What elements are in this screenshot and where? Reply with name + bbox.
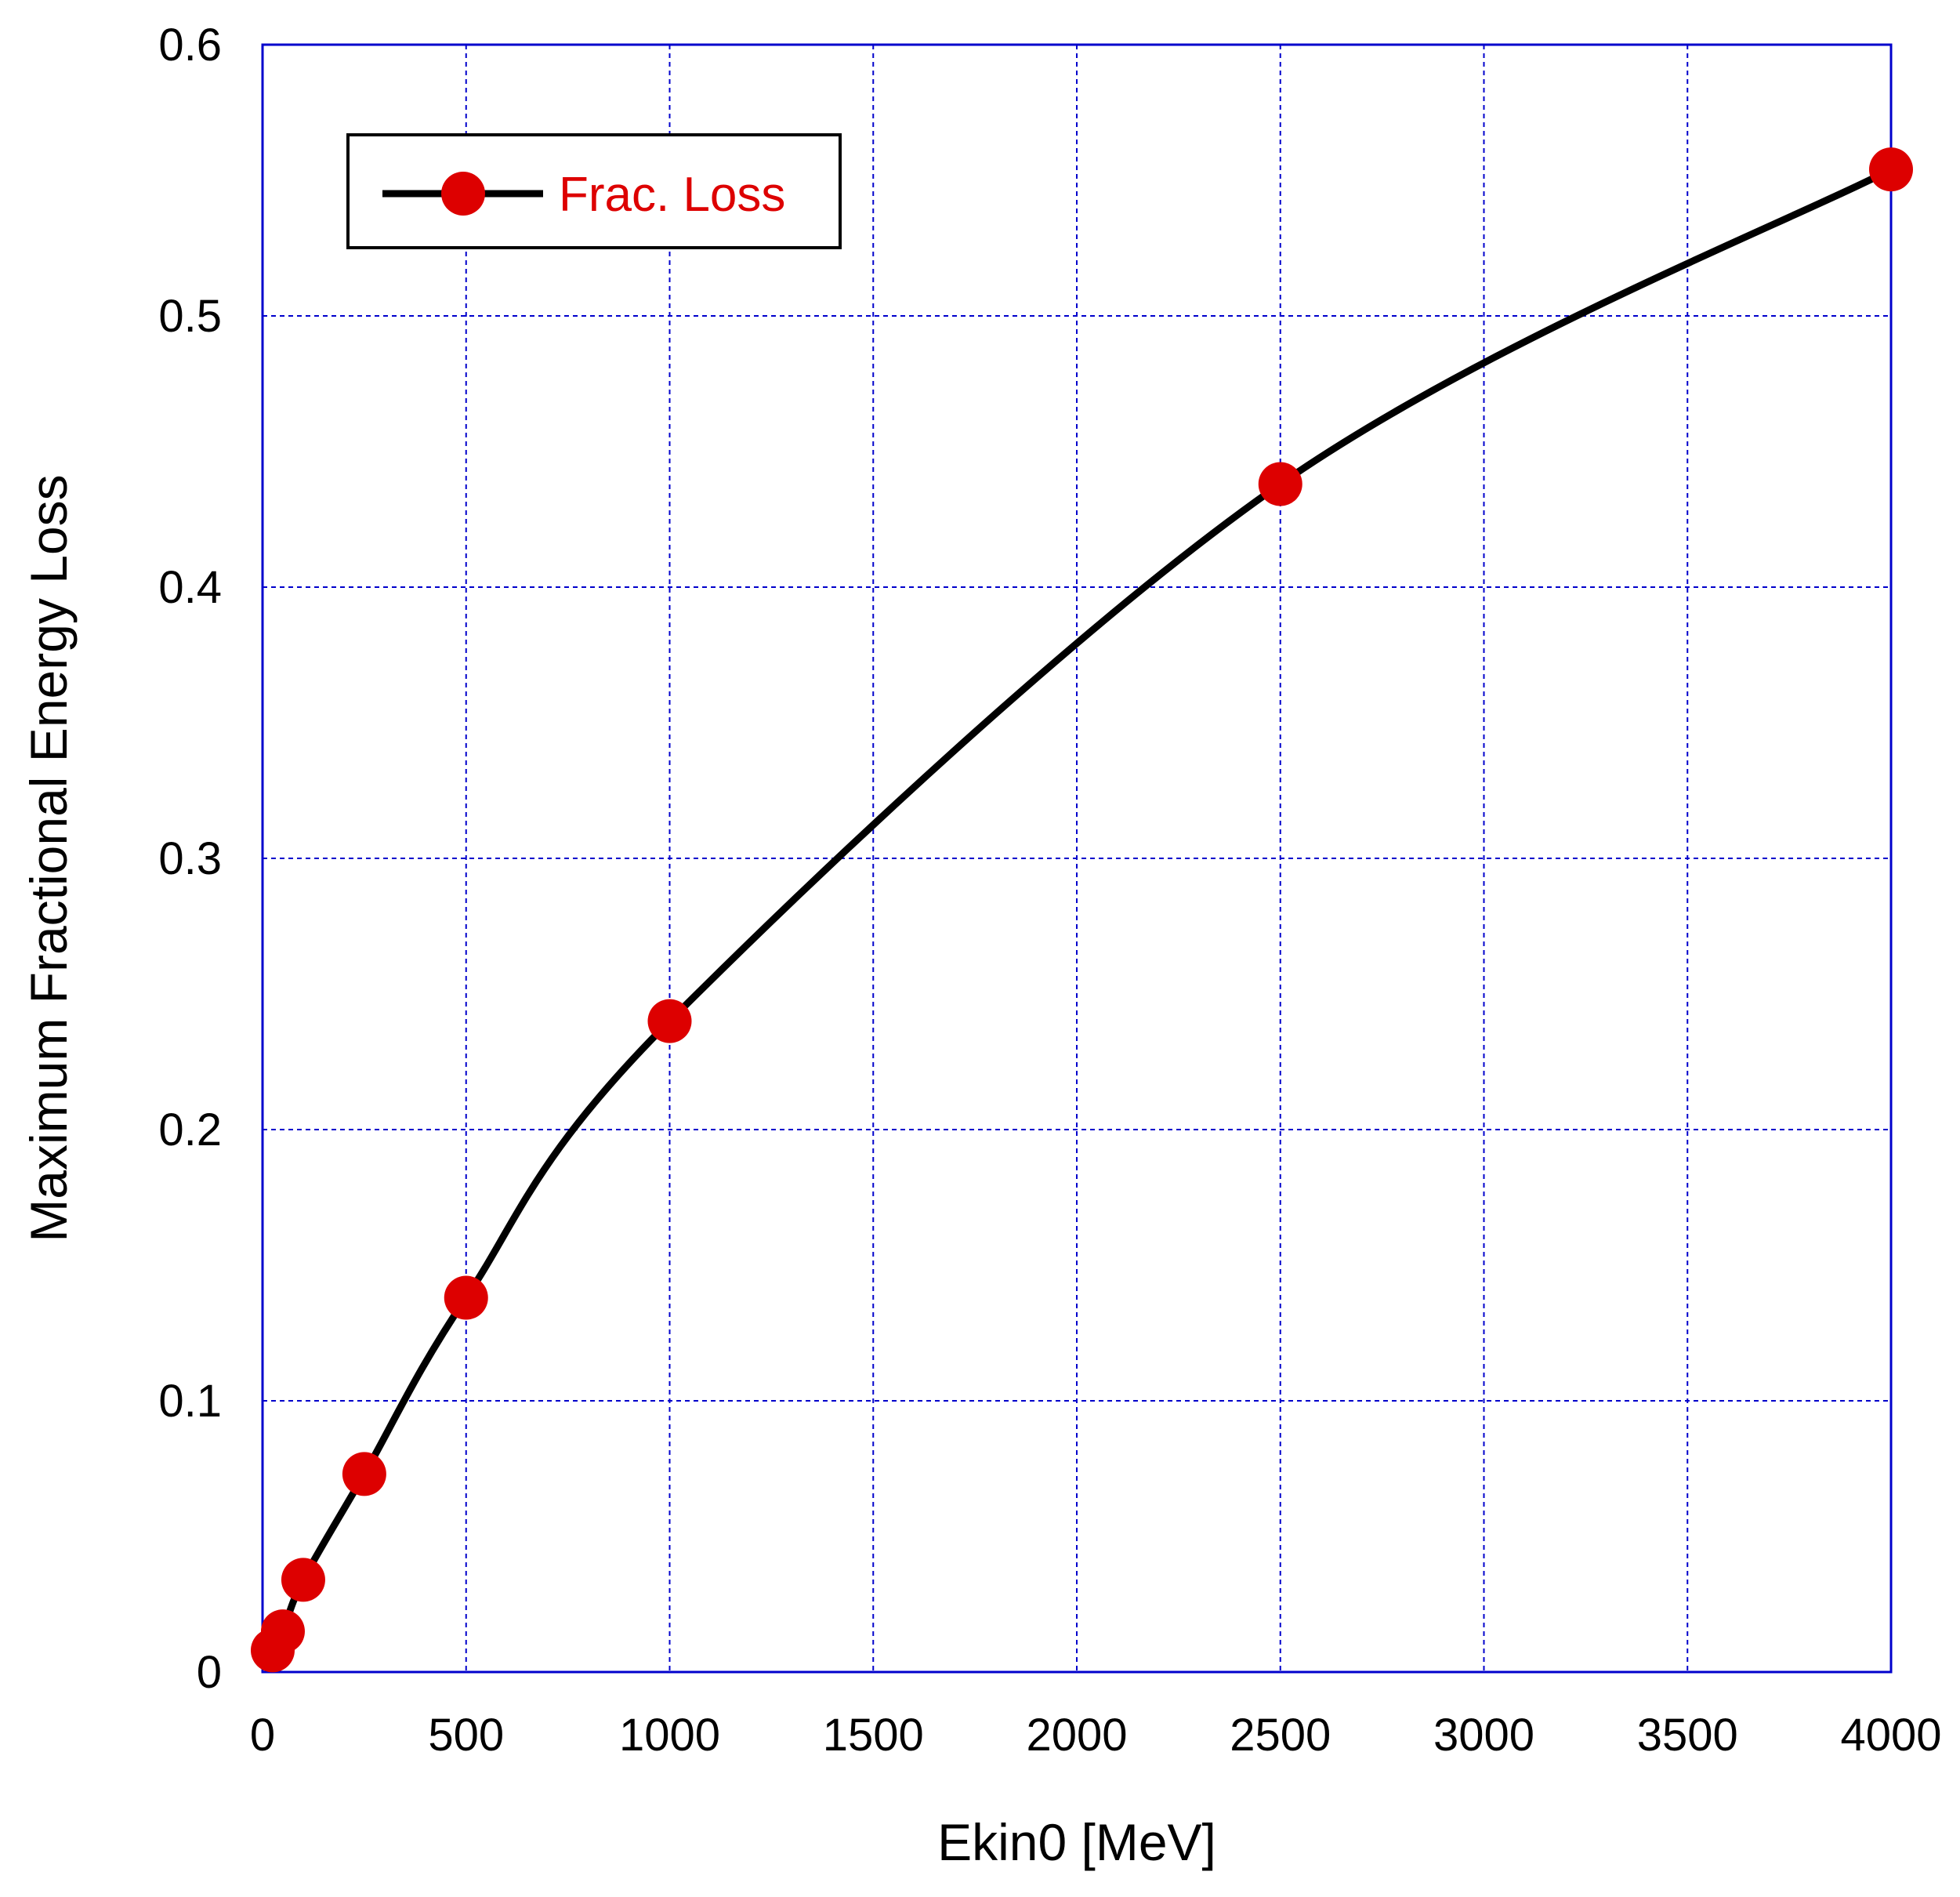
y-tick-label: 0.6	[158, 20, 222, 71]
data-point	[342, 1452, 386, 1496]
y-tick-label: 0.4	[158, 562, 222, 613]
legend-label: Frac. Loss	[559, 168, 785, 222]
x-axis-title: Ekin0 [MeV]	[937, 1813, 1216, 1871]
data-point	[1258, 462, 1302, 506]
data-point	[1869, 147, 1913, 192]
x-tick-label: 0	[250, 1710, 275, 1761]
x-tick-label: 1500	[823, 1710, 924, 1761]
series-layer	[250, 147, 1913, 1673]
series-line	[269, 165, 1895, 1654]
x-tick-label: 3500	[1637, 1710, 1738, 1761]
x-tick-label: 2000	[1026, 1710, 1127, 1761]
data-point	[444, 1275, 488, 1320]
y-tick-label: 0	[197, 1647, 222, 1698]
plot-frame	[261, 43, 1893, 1674]
y-tick-label: 0.2	[158, 1104, 222, 1155]
data-point	[281, 1558, 325, 1602]
y-axis-title: Maximum Fractional Energy Loss	[20, 474, 78, 1242]
y-tick-label: 0.5	[158, 291, 222, 342]
data-point	[647, 999, 692, 1043]
y-tick-label: 0.1	[158, 1376, 222, 1427]
legend-marker	[441, 172, 485, 216]
x-tick-label: 3000	[1433, 1710, 1534, 1761]
y-tick-label: 0.3	[158, 833, 222, 884]
x-tick-label: 1000	[619, 1710, 720, 1761]
x-tick-label: 4000	[1840, 1710, 1941, 1761]
tick-labels: 0 500 1000 1500 2000 2500 3000 3500 4000 0 0.1 0.2 0…	[158, 20, 1941, 1761]
legend: Frac. Loss	[346, 133, 842, 249]
x-tick-label: 500	[428, 1710, 504, 1761]
grid	[263, 45, 1891, 1672]
x-tick-label: 2500	[1230, 1710, 1331, 1761]
data-point	[260, 1609, 305, 1654]
